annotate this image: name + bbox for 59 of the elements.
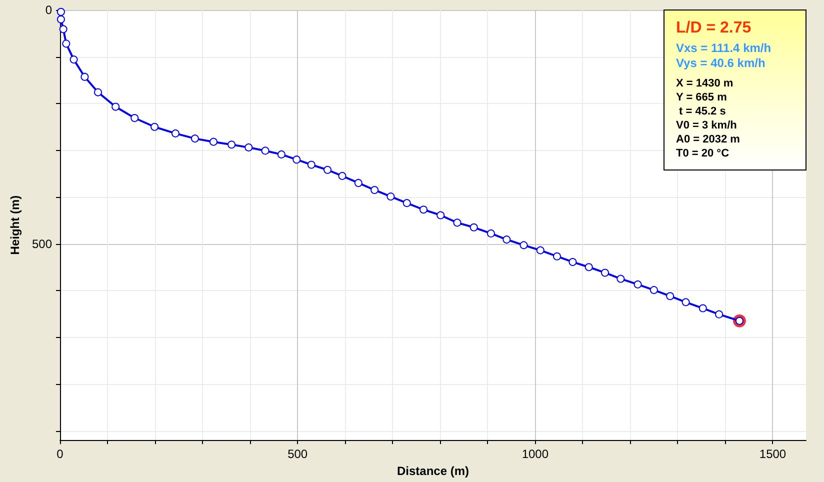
point (502, 236, 511, 244)
point (70, 56, 78, 64)
point (228, 140, 236, 149)
annotation: L/D = 2.75 (676, 20, 752, 36)
point (307, 160, 316, 169)
point (112, 102, 120, 111)
point (150, 122, 159, 131)
point (130, 114, 139, 122)
point (520, 241, 528, 250)
y-axis-title: Height (m) (8, 195, 22, 255)
point (420, 206, 428, 214)
point (666, 292, 674, 300)
annotation: Y = 665 m (676, 92, 728, 104)
point (470, 223, 478, 232)
point (261, 146, 270, 155)
point (601, 268, 610, 277)
annotation: A0 = 2032 m (676, 134, 740, 146)
x-tick-label: 1000 (522, 447, 549, 462)
x-tick-label: 1500 (759, 447, 786, 462)
annotation: Vxs = 111.4 km/h (676, 41, 772, 55)
point (62, 40, 70, 48)
point (386, 192, 395, 201)
annotation: T0 = 20 °C (676, 148, 730, 160)
point (616, 274, 625, 283)
point (536, 246, 544, 254)
point (292, 156, 301, 164)
point (244, 143, 253, 152)
point (698, 304, 707, 312)
point (634, 280, 642, 288)
point (715, 310, 724, 318)
annotation: Vys = 40.6 km/h (676, 56, 766, 70)
point (190, 134, 199, 143)
annotation: t = 45.2 s (676, 106, 726, 118)
point (80, 72, 89, 81)
annotation: X = 1430 m (676, 78, 734, 90)
point (171, 129, 180, 138)
point (650, 286, 658, 294)
x-axis-title: Distance (m) (396, 464, 470, 478)
x-tick-label: 0 (56, 447, 64, 462)
point (370, 186, 379, 194)
point (568, 258, 577, 266)
point (436, 211, 445, 220)
point (402, 199, 411, 208)
point (553, 252, 562, 260)
point (486, 229, 495, 238)
annotation: V0 = 3 km/h (676, 120, 738, 132)
x-tick-label: 500 (288, 447, 308, 462)
point (453, 218, 462, 227)
point (94, 88, 102, 96)
point (324, 166, 332, 174)
point (584, 263, 593, 272)
point (209, 138, 218, 146)
point (56, 8, 65, 16)
point (277, 150, 286, 158)
point (682, 298, 690, 306)
point (56, 15, 65, 24)
point (338, 172, 346, 180)
point (354, 178, 362, 187)
point (59, 25, 68, 34)
